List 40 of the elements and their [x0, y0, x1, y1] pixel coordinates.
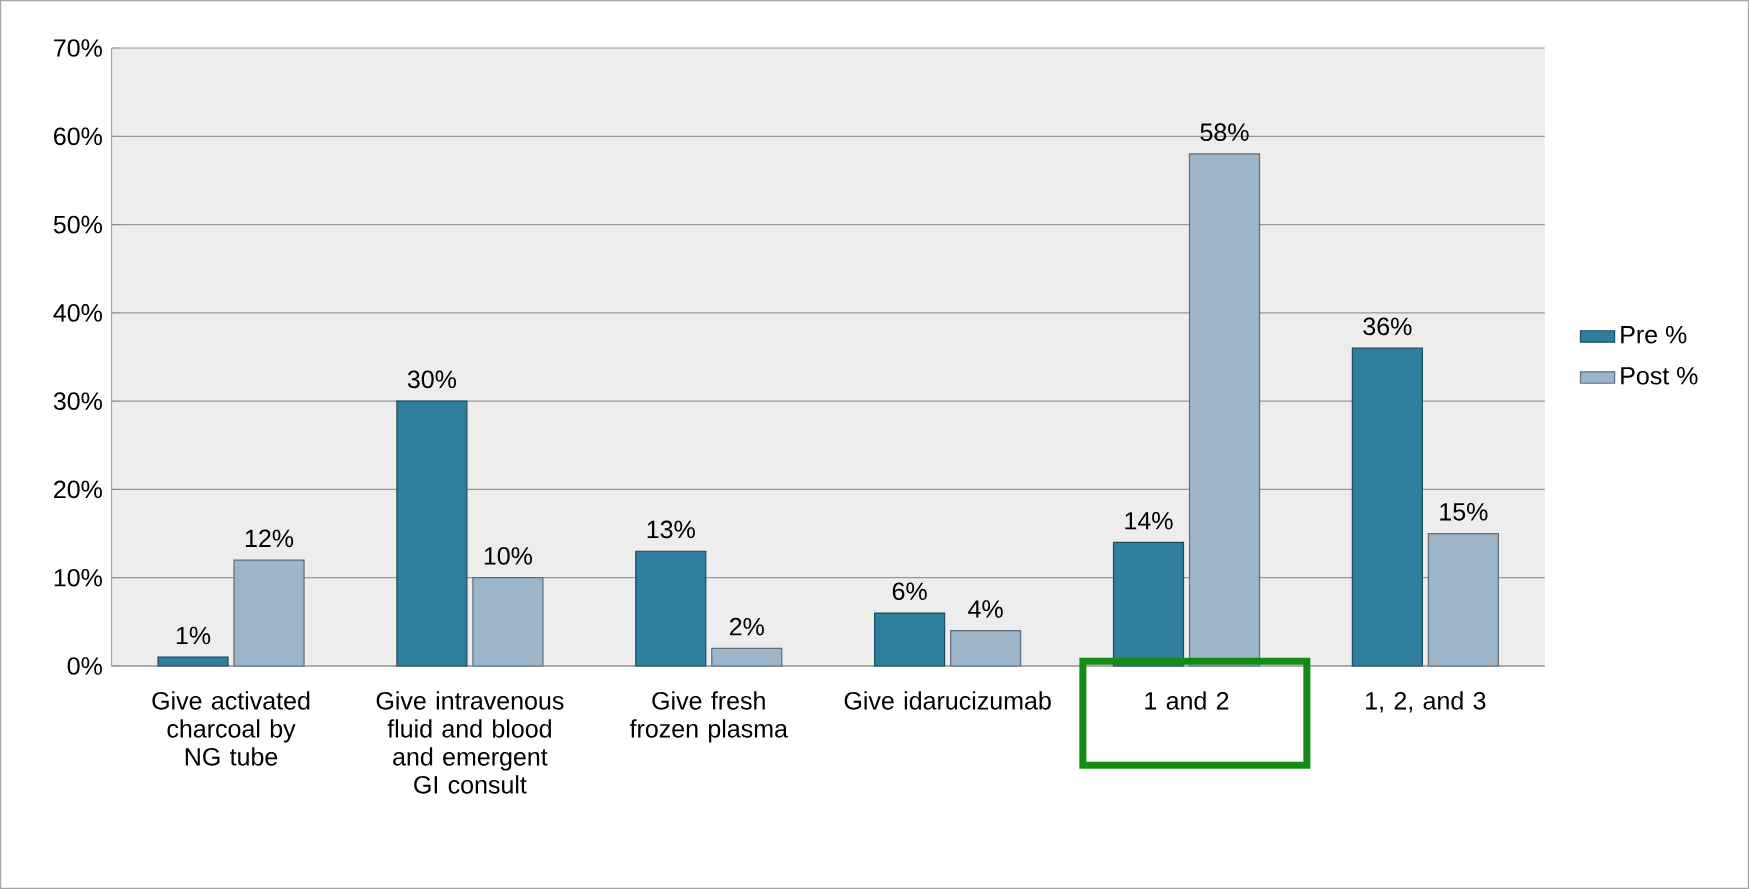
data-label: 1% — [176, 626, 211, 645]
data-label: 30% — [407, 370, 457, 389]
bar — [1188, 153, 1261, 667]
bar — [472, 577, 544, 667]
data-label: 13% — [647, 520, 695, 539]
data-label: 14% — [1125, 511, 1173, 530]
x-tick-label: Give fresh frozen plasma — [629, 691, 788, 743]
y-tick-label: 20% — [54, 480, 102, 499]
legend-label: Pre % — [1621, 325, 1687, 344]
data-label: 58% — [1200, 123, 1249, 142]
y-tick-label: 40% — [53, 304, 102, 322]
y-tick-label: 60% — [54, 127, 102, 146]
x-tick-label: Give intravenous fluid and blood and emergent GI consult — [376, 691, 564, 794]
bar — [396, 400, 468, 667]
data-label: 15% — [1440, 503, 1488, 521]
bar — [874, 612, 946, 667]
bar — [950, 630, 1022, 667]
data-label: 4% — [968, 600, 1003, 618]
x-tick-label: Give idarucizumab — [844, 691, 1051, 710]
bar — [1427, 532, 1499, 667]
data-label: 12% — [245, 529, 294, 548]
y-tick-label: 50% — [53, 215, 102, 234]
data-label: 6% — [892, 582, 927, 601]
bar — [711, 647, 783, 667]
x-tick-label: Give activated charcoal by NG tube — [152, 691, 310, 766]
bar — [157, 656, 229, 667]
bar — [233, 559, 305, 667]
x-tick-label: 1, 2, and 3 — [1366, 691, 1486, 713]
bar — [635, 550, 707, 667]
y-tick-label: 70% — [54, 39, 102, 57]
bar — [1112, 541, 1185, 667]
legend-label: Post % — [1621, 367, 1698, 385]
y-tick-label: 30% — [53, 392, 102, 410]
x-tick-label: 1 and 2 — [1145, 691, 1229, 710]
bar — [1351, 347, 1423, 667]
data-label: 10% — [484, 547, 533, 565]
y-tick-label: 0% — [67, 657, 102, 675]
data-label: 2% — [729, 617, 764, 636]
y-tick-label: 10% — [54, 568, 102, 587]
data-label: 36% — [1363, 317, 1412, 336]
